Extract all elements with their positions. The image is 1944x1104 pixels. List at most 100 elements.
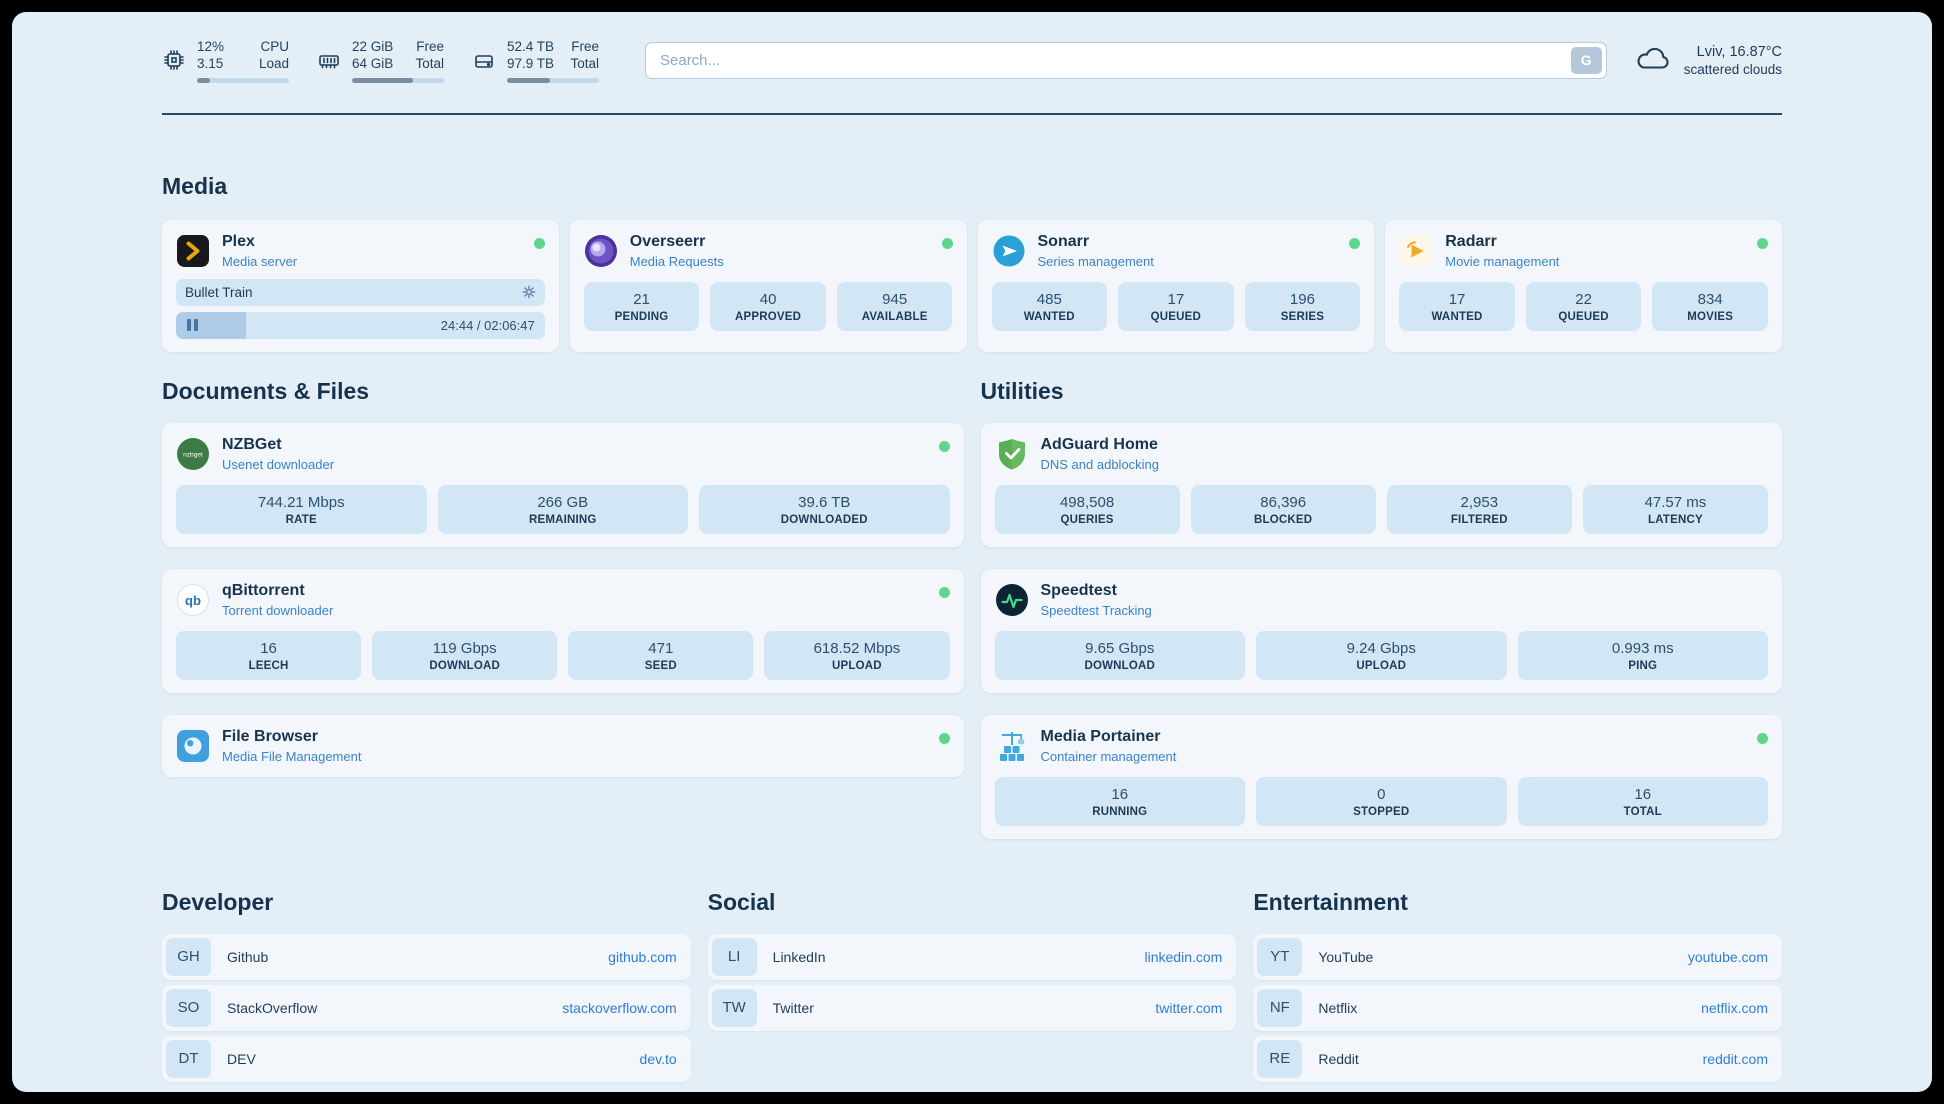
weather-condition: scattered clouds [1683,61,1782,77]
service-card-plex[interactable]: Plex Media server Bullet Train 24:44 / 0… [162,219,559,352]
section-title-entertainment: Entertainment [1253,888,1408,915]
search-input[interactable] [645,41,1607,79]
service-card-adguard[interactable]: AdGuard Home DNS and adblocking 498,508 … [980,422,1782,547]
stat-block: 17 WANTED [1399,281,1515,331]
cloud-icon [1635,43,1673,78]
stat-block: 21 PENDING [583,281,700,331]
bookmark-linkedin[interactable]: LI LinkedIn linkedin.com [707,933,1237,980]
stat-block: 2,953 FILTERED [1386,484,1572,534]
section-title-media: Media [162,172,228,199]
stat-block: 834 MOVIES [1652,281,1768,331]
section-utilities: Utilities AdGuard Home [980,377,1782,839]
status-dot [533,237,545,249]
stat-block: 16 TOTAL [1517,776,1768,826]
memory-progressbar [352,77,444,83]
now-playing-row: Bullet Train [176,278,545,306]
bookmark-dev[interactable]: DT DEV dev.to [162,1035,691,1082]
stat-block: 17 QUEUED [1118,281,1234,331]
status-dot [938,586,950,598]
bookmark-stackoverflow[interactable]: SO StackOverflow stackoverflow.com [162,984,691,1031]
status-dot [941,237,953,249]
stat-block: 471 SEED [568,630,754,680]
pause-icon[interactable] [187,319,198,332]
stat-block: 86,396 BLOCKED [1190,484,1376,534]
bookmark-group-developer: Developer GH Github github.com SO StackO… [162,889,691,1082]
service-card-sonarr[interactable]: Sonarr Series management 485 WANTED 17 Q… [977,219,1375,352]
stat-block: 744.21 Mbps RATE [176,484,427,534]
service-card-radarr[interactable]: Radarr Movie management 17 WANTED 22 QUE… [1385,219,1782,352]
service-name: Plex [222,232,255,250]
cpu-load-label: Load [258,56,289,72]
bookmark-abbr: RE [1257,1039,1303,1078]
stat-block: 9.65 Gbps DOWNLOAD [994,630,1245,680]
status-dot [1757,732,1768,744]
memory-total-value: 64 GiB [352,56,394,72]
memory-total-label: Total [415,56,444,72]
service-name: File Browser [222,727,319,745]
ram-icon [317,48,341,72]
topbar-divider [162,112,1782,115]
qbittorrent-icon: qb [176,583,210,617]
stat-block: 39.6 TB DOWNLOADED [699,484,950,534]
search-provider-button[interactable]: G [1570,46,1602,74]
cpu-progress-fill [197,77,210,83]
plex-icon [176,234,210,268]
stat-block: 196 SERIES [1244,281,1361,331]
bookmark-name: StackOverflow [227,999,318,1016]
stat-block: 618.52 Mbps UPLOAD [764,630,950,680]
speedtest-icon [995,583,1029,617]
bookmark-name: DEV [227,1050,256,1067]
bookmark-name: YouTube [1318,948,1374,965]
section-title-developer: Developer [162,888,274,915]
bookmark-netflix[interactable]: NF Netflix netflix.com [1253,984,1782,1031]
bookmark-abbr: LI [711,937,757,976]
stat-block: 485 WANTED [991,281,1108,331]
weather-widget[interactable]: Lviv, 16.87°C scattered clouds [1635,43,1782,78]
bookmark-name: LinkedIn [772,948,826,965]
memory-progress-fill [352,77,413,83]
stat-block: 0.993 ms PING [1517,630,1768,680]
cpu-usage-label: CPU [260,39,289,54]
gear-icon[interactable] [522,285,536,299]
bookmark-url: reddit.com [1702,1050,1768,1067]
disk-total-label: Total [570,56,599,72]
svg-text:qb: qb [185,592,201,607]
service-card-portainer[interactable]: Media Portainer Container management 16 … [980,714,1782,839]
bookmark-github[interactable]: GH Github github.com [162,933,691,980]
disk-icon [472,48,496,72]
bookmark-url: stackoverflow.com [562,999,677,1016]
service-subtitle: Torrent downloader [222,602,334,618]
bookmark-url: dev.to [639,1050,677,1067]
bookmark-abbr: DT [166,1039,211,1078]
service-subtitle: Speedtest Tracking [1040,602,1152,618]
section-title-utilities: Utilities [980,377,1064,404]
service-card-overseerr[interactable]: Overseerr Media Requests 21 PENDING 40 A… [569,219,967,352]
stat-block: 945 AVAILABLE [836,281,953,331]
stat-block: 9.24 Gbps UPLOAD [1256,630,1507,680]
service-card-speedtest[interactable]: Speedtest Speedtest Tracking 9.65 Gbps D… [980,568,1782,693]
nzbget-icon: nzbget [176,437,210,471]
sonarr-icon [992,234,1026,268]
bookmark-name: Github [227,948,269,965]
cpu-load-value: 3.15 [197,56,224,72]
service-card-filebrowser[interactable]: File Browser Media File Management [162,714,964,777]
stat-block: 16 LEECH [176,630,362,680]
memory-free-value: 22 GiB [352,39,394,54]
service-card-nzbget[interactable]: nzbget NZBGet Usenet downloader 744.21 M… [162,422,964,547]
search-container: G [645,41,1607,79]
radarr-icon [1399,234,1433,268]
bookmark-abbr: YT [1257,937,1303,976]
service-card-qbittorrent[interactable]: qb qBittorrent Torrent downloader 16 LEE… [162,568,964,693]
service-name: AdGuard Home [1040,435,1158,453]
service-name: Sonarr [1037,232,1090,250]
status-dot [938,732,950,744]
dashboard-page: 12% 3.15 CPU Load [12,12,1932,1092]
bookmark-group-entertainment: Entertainment YT YouTube youtube.com NF … [1253,889,1782,1082]
service-subtitle: Media server [222,253,298,269]
bookmark-url: linkedin.com [1144,948,1223,965]
bookmark-twitter[interactable]: TW Twitter twitter.com [707,984,1237,1031]
bookmark-youtube[interactable]: YT YouTube youtube.com [1253,933,1782,980]
bookmark-url: netflix.com [1701,999,1768,1016]
bookmark-reddit[interactable]: RE Reddit reddit.com [1253,1035,1782,1082]
bookmark-name: Netflix [1318,999,1358,1016]
